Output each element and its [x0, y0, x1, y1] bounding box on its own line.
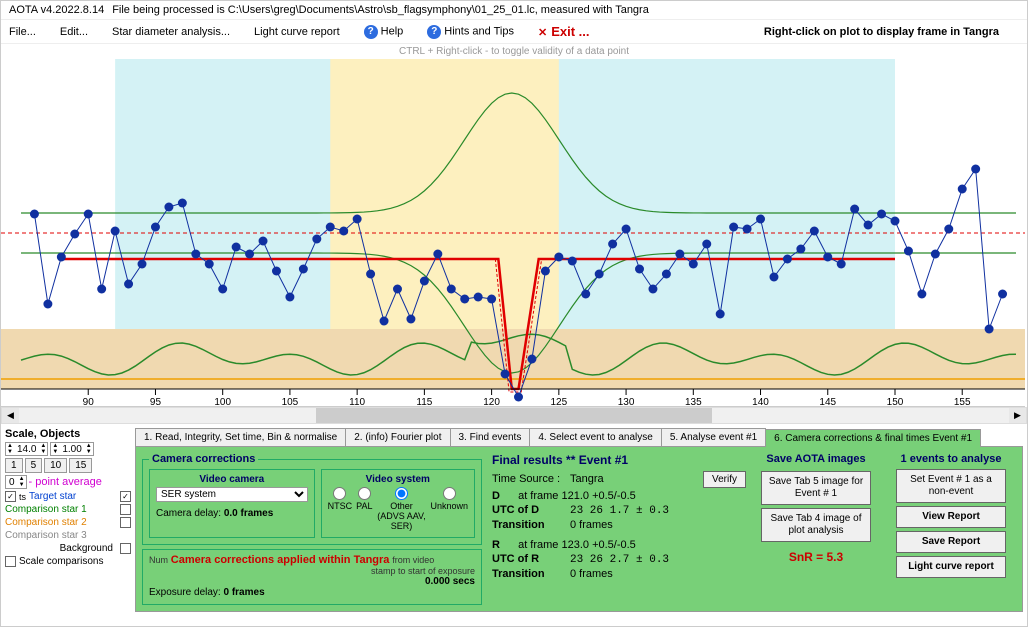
scroll-left-arrow[interactable]: ◀	[2, 408, 19, 423]
tab-4[interactable]: 4. Select event to analyse	[529, 428, 662, 446]
svg-text:120: 120	[483, 397, 500, 407]
svg-text:155: 155	[954, 397, 971, 407]
camera-select[interactable]: SER system	[156, 487, 308, 502]
target-star-checkbox-2[interactable]	[120, 491, 131, 502]
snr-value: SnR = 5.3	[756, 550, 876, 564]
save-tab5-button[interactable]: Save Tab 5 image for Event # 1	[761, 471, 871, 505]
svg-text:130: 130	[618, 397, 635, 407]
menu-star-diameter[interactable]: Star diameter analysis...	[112, 26, 230, 38]
svg-text:140: 140	[752, 397, 769, 407]
comp-star-2-label: Comparison star 2	[5, 517, 87, 528]
tab-6-content: Camera corrections Video camera SER syst…	[135, 447, 1023, 612]
video-sys-radio-2[interactable]: Other (ADVS AAV, SER)	[376, 487, 426, 531]
svg-text:145: 145	[819, 397, 836, 407]
video-sys-radio-3[interactable]: Unknown	[430, 487, 468, 511]
light-curve-plot[interactable]: 90 95 100 105 110 115 120 125 130 135 140 145 150 155	[1, 59, 1025, 407]
menu-hints[interactable]: ?Hints and Tips	[427, 25, 514, 39]
save-tab4-button[interactable]: Save Tab 4 image of plot analysis	[761, 508, 871, 542]
video-camera-title: Video camera	[156, 474, 308, 485]
scale-spinner-1[interactable]: ▲▼14.0▲▼	[5, 442, 48, 456]
svg-text:115: 115	[416, 397, 432, 407]
video-sys-radio-0[interactable]: NTSC	[328, 487, 353, 511]
save-images-panel: Save AOTA images Save Tab 5 image for Ev…	[756, 453, 876, 605]
background-checkbox[interactable]	[120, 543, 131, 554]
horizontal-scrollbar[interactable]: ◀ ▶	[1, 407, 1027, 424]
scale-comparisons-label: Scale comparisons	[19, 556, 103, 567]
svg-text:125: 125	[550, 397, 567, 407]
svg-text:135: 135	[685, 397, 702, 407]
close-icon: ✕	[538, 27, 547, 39]
ctrl-hint: CTRL + Right-click - to toggle validity …	[1, 44, 1027, 59]
scale-label: Scale, Objects	[5, 428, 131, 440]
tab-5[interactable]: 5. Analyse event #1	[661, 428, 766, 446]
background-label: Background	[60, 543, 113, 554]
target-star-label: Target star	[29, 491, 76, 502]
tangra-corrections-fieldset: Num Camera corrections applied within Ta…	[142, 549, 482, 605]
scale-spinner-2[interactable]: ▲▼1.00▲▼	[50, 442, 93, 456]
svg-text:110: 110	[349, 397, 365, 407]
video-system-title: Video system	[328, 474, 468, 485]
svg-text:100: 100	[214, 397, 231, 407]
view-report-button[interactable]: View Report	[896, 506, 1006, 528]
file-path: File being processed is C:\Users\greg\Do…	[112, 4, 649, 16]
scale-btn-10[interactable]: 10	[44, 458, 67, 473]
right-click-hint: Right-click on plot to display frame in …	[764, 26, 999, 38]
scale-btn-15[interactable]: 15	[69, 458, 92, 473]
scroll-thumb[interactable]	[316, 408, 712, 423]
tab-6[interactable]: 6. Camera corrections & final times Even…	[765, 429, 981, 447]
light-curve-report-button[interactable]: Light curve report	[896, 556, 1006, 578]
scale-btn-5[interactable]: 5	[25, 458, 43, 473]
svg-text:105: 105	[282, 397, 299, 407]
tab-1[interactable]: 1. Read, Integrity, Set time, Bin & norm…	[135, 428, 346, 446]
comp-star-1-label: Comparison star 1	[5, 504, 87, 515]
verify-button[interactable]: Verify	[703, 471, 746, 488]
svg-text:90: 90	[83, 397, 95, 407]
camera-corrections-fieldset: Camera corrections Video camera SER syst…	[142, 453, 482, 545]
menu-file[interactable]: File...	[9, 26, 36, 38]
video-camera-fieldset: Video camera SER system Camera delay: 0.…	[149, 469, 315, 538]
tab-2[interactable]: 2. (info) Fourier plot	[345, 428, 450, 446]
app-name: AOTA v4.2022.8.14	[9, 4, 104, 16]
svg-text:150: 150	[887, 397, 904, 407]
menu-light-curve-report[interactable]: Light curve report	[254, 26, 340, 38]
menubar: File... Edit... Star diameter analysis..…	[1, 20, 1027, 44]
avg-spinner[interactable]: 0▲▼	[5, 475, 27, 489]
tab-3[interactable]: 3. Find events	[450, 428, 531, 446]
tab-bar: 1. Read, Integrity, Set time, Bin & norm…	[135, 428, 1023, 447]
hints-icon: ?	[427, 25, 441, 39]
events-panel: 1 events to analyse Set Event # 1 as a n…	[886, 453, 1016, 605]
target-star-checkbox[interactable]	[5, 491, 16, 502]
scroll-right-arrow[interactable]: ▶	[1009, 408, 1026, 423]
results-title: Final results ** Event #1	[492, 453, 746, 467]
comp-star-1-checkbox[interactable]	[120, 504, 131, 515]
menu-exit[interactable]: ✕Exit ...	[538, 24, 590, 39]
scale-btn-1[interactable]: 1	[5, 458, 23, 473]
titlebar: AOTA v4.2022.8.14 File being processed i…	[1, 1, 1027, 20]
final-results: Final results ** Event #1 Time Source :T…	[492, 453, 746, 605]
save-report-button[interactable]: Save Report	[896, 531, 1006, 553]
menu-help[interactable]: ?Help	[364, 25, 404, 39]
point-average-label: - point average	[29, 476, 102, 488]
svg-text:95: 95	[150, 397, 162, 407]
corrections-note: Camera corrections applied within Tangra	[171, 554, 390, 566]
scale-comparisons-checkbox[interactable]	[5, 556, 16, 567]
video-system-fieldset: Video system NTSCPALOther (ADVS AAV, SER…	[321, 469, 475, 538]
menu-edit[interactable]: Edit...	[60, 26, 88, 38]
camera-corrections-legend: Camera corrections	[149, 453, 258, 465]
scroll-track[interactable]	[19, 408, 1009, 423]
set-nonevent-button[interactable]: Set Event # 1 as a non-event	[896, 469, 1006, 503]
comp-star-2-checkbox[interactable]	[120, 517, 131, 528]
scale-panel: Scale, Objects ▲▼14.0▲▼ ▲▼1.00▲▼ 151015 …	[5, 428, 131, 612]
comp-star-3-label: Comparison star 3	[5, 530, 87, 541]
help-icon: ?	[364, 25, 378, 39]
video-sys-radio-1[interactable]: PAL	[356, 487, 372, 511]
